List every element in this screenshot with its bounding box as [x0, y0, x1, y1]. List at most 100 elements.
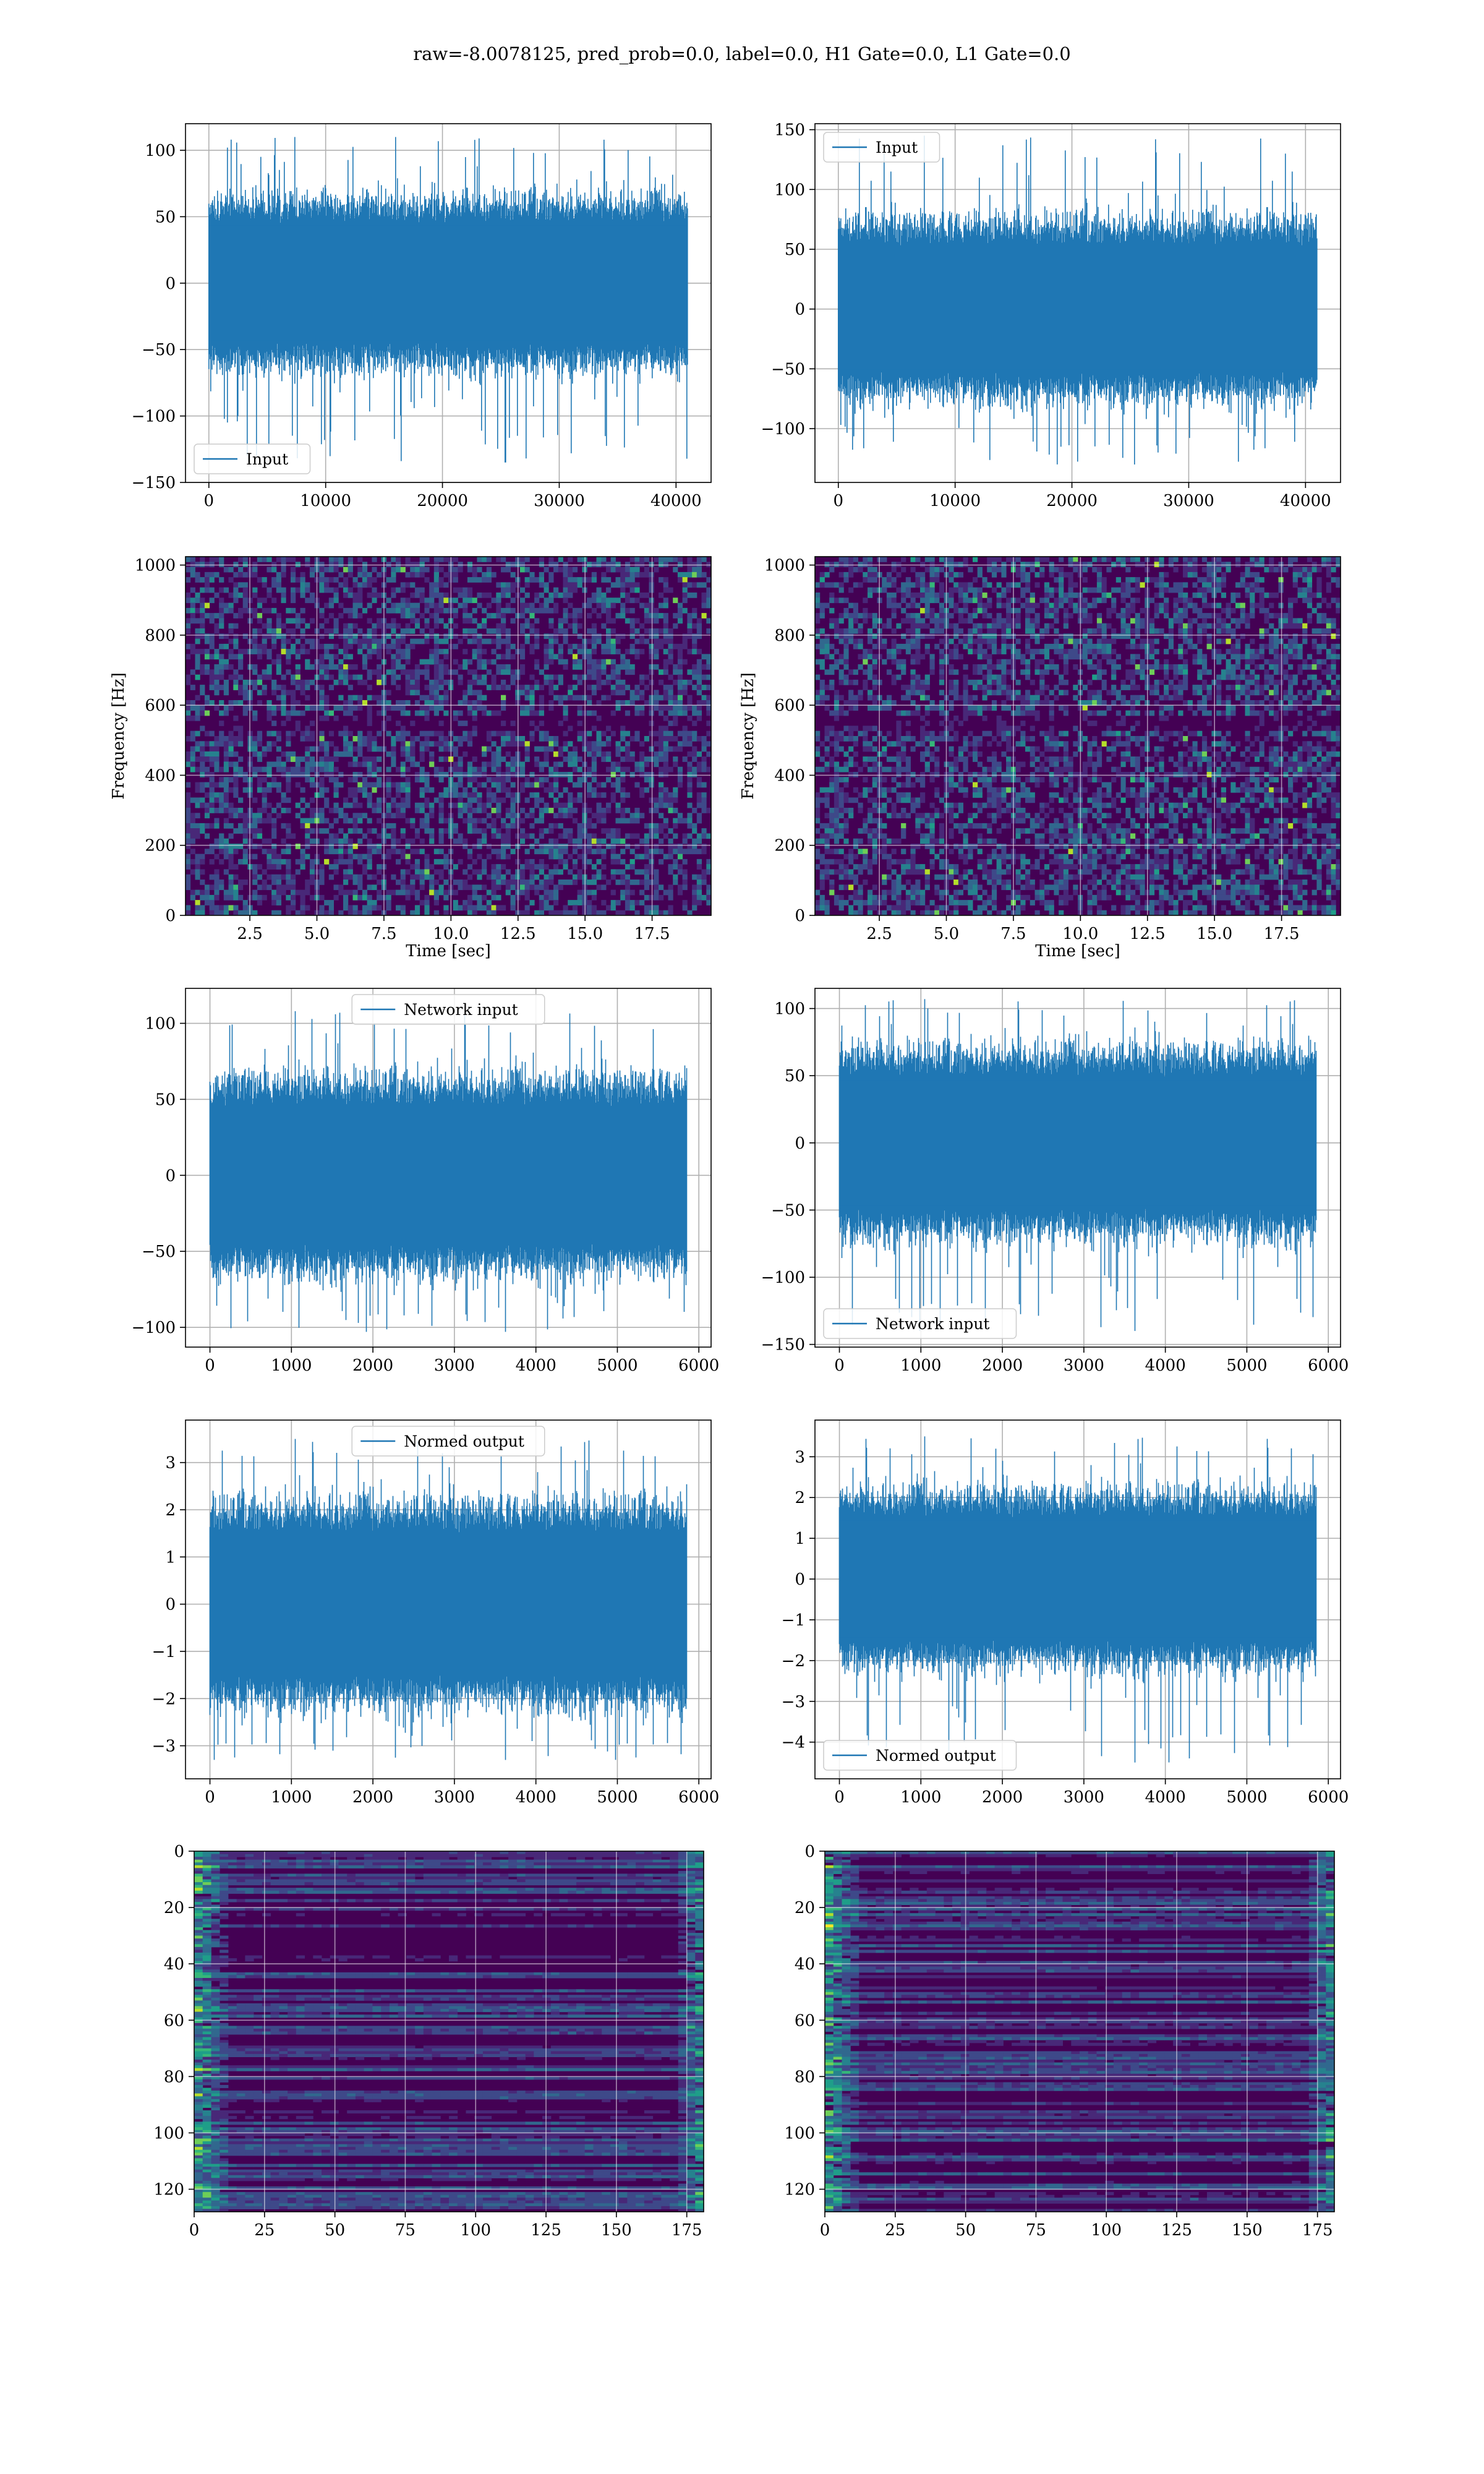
heatmap-cell: [267, 587, 272, 593]
heatmap-cell: [400, 880, 406, 885]
heatmap-cell: [663, 618, 668, 624]
heatmap-cell: [357, 597, 363, 604]
heatmap-cell: [625, 597, 631, 604]
heatmap-cell: [534, 777, 540, 783]
heatmap-cell: [696, 690, 702, 696]
heatmap-cell: [458, 833, 463, 839]
heatmap-cell: [472, 726, 477, 732]
heatmap-cell: [577, 792, 582, 798]
heatmap-cell: [687, 730, 693, 737]
heatmap-cell: [1235, 557, 1241, 562]
heatmap-cell: [405, 884, 411, 891]
heatmap-cell: [548, 649, 554, 654]
heatmap-cell: [367, 633, 372, 640]
heatmap-cell: [496, 849, 501, 855]
heatmap-cell: [558, 695, 563, 701]
heatmap-cell: [654, 649, 659, 654]
heatmap-cell: [372, 638, 377, 644]
heatmap-cell: [424, 736, 430, 742]
heatmap-cell: [195, 905, 200, 911]
heatmap-cell: [696, 582, 702, 588]
heatmap-cell: [1278, 582, 1284, 588]
heatmap-cell: [429, 695, 435, 701]
heatmap-cell: [472, 674, 477, 680]
heatmap-cell: [548, 690, 554, 696]
heatmap-cell: [701, 674, 707, 680]
heatmap-cell: [692, 633, 697, 640]
heatmap-cell: [654, 797, 659, 803]
heatmap-cell: [400, 664, 406, 670]
heatmap-cell: [419, 557, 425, 562]
heatmap-cell: [1001, 593, 1007, 598]
heatmap-cell: [362, 864, 368, 870]
heatmap-cell: [276, 736, 281, 742]
heatmap-cell: [396, 633, 401, 640]
heatmap-cell: [629, 649, 635, 654]
heatmap-cell: [668, 638, 673, 644]
axes-frame: [185, 556, 712, 916]
heatmap-cell: [548, 741, 554, 747]
heatmap-cell: [677, 695, 683, 701]
heatmap-cell: [186, 874, 191, 880]
heatmap-cell: [577, 679, 582, 685]
heatmap-cell: [610, 643, 616, 649]
heatmap-cell: [281, 874, 286, 880]
heatmap-cell: [654, 730, 659, 737]
heatmap-cell: [968, 597, 973, 604]
heatmap-cell: [1192, 602, 1198, 609]
heatmap-cell: [519, 772, 526, 777]
heatmap-cell: [692, 710, 697, 716]
heatmap-cell: [1159, 582, 1164, 588]
heatmap-cell: [687, 736, 693, 742]
heatmap-cell: [534, 710, 540, 716]
heatmap-cell: [496, 797, 501, 803]
heatmap-cell: [644, 777, 649, 783]
heatmap-cell: [677, 613, 683, 618]
heatmap-cell: [544, 736, 549, 742]
heatmap-cell: [548, 597, 554, 604]
heatmap-cell: [663, 664, 668, 670]
heatmap-cell: [233, 685, 239, 690]
heatmap-cell: [924, 587, 930, 593]
heatmap-cell: [1226, 623, 1231, 629]
heatmap-cell: [625, 649, 631, 654]
heatmap-cell: [424, 772, 430, 777]
heatmap-cell: [634, 695, 640, 701]
heatmap-cell: [505, 593, 511, 598]
heatmap-cell: [186, 797, 191, 803]
heatmap-cell: [668, 766, 673, 773]
heatmap-cell: [577, 643, 582, 649]
heatmap-cell: [477, 905, 482, 911]
heatmap-cell: [596, 838, 602, 844]
heatmap-cell: [338, 772, 344, 777]
heatmap-cell: [357, 567, 363, 573]
heatmap-cell: [654, 664, 659, 670]
heatmap-cell: [204, 766, 210, 773]
heatmap-cell: [281, 557, 286, 562]
heatmap-cell: [195, 756, 200, 762]
heatmap-cell: [204, 802, 210, 808]
heatmap-cell: [472, 690, 477, 696]
heatmap-cell: [242, 787, 248, 793]
y-tick-label: −100: [761, 420, 805, 439]
heatmap-cell: [281, 808, 286, 813]
heatmap-cell: [482, 884, 487, 891]
heatmap-cell: [377, 730, 382, 737]
heatmap-cell: [510, 874, 516, 880]
heatmap-cell: [606, 905, 612, 911]
heatmap-cell: [629, 618, 635, 624]
heatmap-cell: [190, 557, 195, 562]
heatmap-cell: [486, 746, 492, 752]
heatmap-cell: [367, 761, 372, 768]
heatmap-cell: [419, 613, 425, 618]
heatmap-cell: [186, 833, 191, 839]
heatmap-cell: [472, 889, 477, 896]
heatmap-cell: [482, 905, 487, 911]
heatmap-cell: [519, 736, 526, 742]
heatmap-cell: [367, 884, 372, 891]
heatmap-cell: [305, 679, 310, 685]
heatmap-cell: [572, 766, 578, 773]
heatmap-cell: [610, 766, 616, 773]
heatmap-cell: [214, 818, 220, 824]
heatmap-cell: [324, 577, 330, 583]
